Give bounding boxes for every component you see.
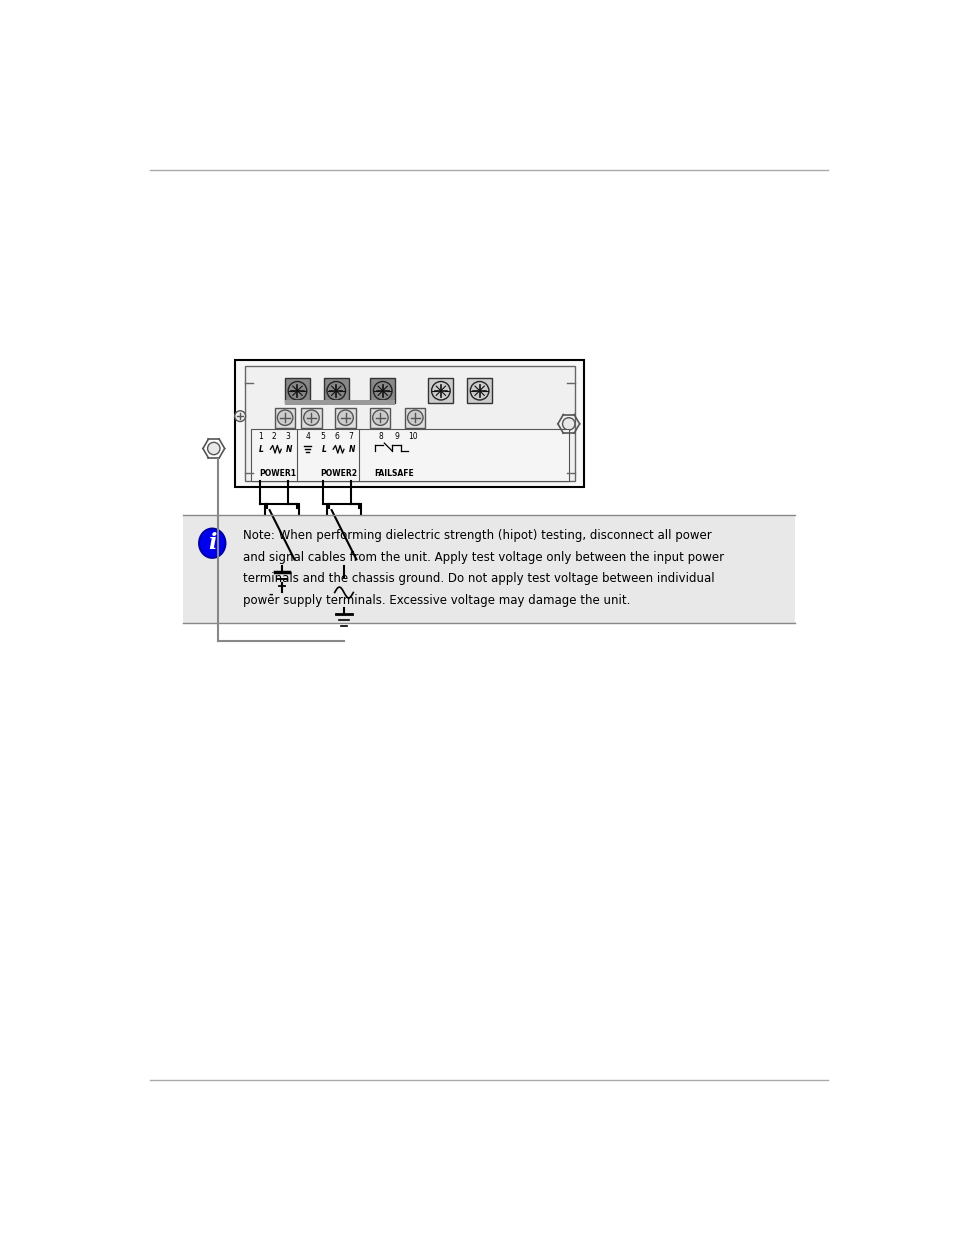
- Text: N: N: [286, 445, 292, 453]
- Circle shape: [234, 411, 245, 421]
- Bar: [285, 400, 395, 405]
- Circle shape: [328, 577, 359, 608]
- Ellipse shape: [199, 529, 225, 558]
- Bar: [274, 408, 294, 427]
- Bar: [245, 366, 575, 480]
- Text: 2: 2: [272, 432, 276, 441]
- Circle shape: [431, 382, 450, 400]
- Text: N: N: [348, 445, 355, 453]
- Text: 8: 8: [377, 432, 382, 441]
- Circle shape: [327, 382, 345, 400]
- Text: 10: 10: [408, 432, 417, 441]
- Bar: [183, 515, 794, 624]
- Circle shape: [562, 417, 575, 430]
- Text: 5: 5: [320, 432, 325, 441]
- Text: POWER1: POWER1: [259, 468, 296, 478]
- Circle shape: [470, 382, 488, 400]
- Circle shape: [288, 382, 307, 400]
- Text: FAILSAFE: FAILSAFE: [375, 468, 414, 478]
- Bar: [235, 359, 583, 487]
- Bar: [301, 408, 321, 427]
- Bar: [405, 408, 425, 427]
- Text: -: -: [268, 590, 273, 600]
- Text: 6: 6: [335, 432, 339, 441]
- Text: POWER2: POWER2: [320, 468, 356, 478]
- Text: Note: When performing dielectric strength (hipot) testing, disconnect all power: Note: When performing dielectric strengt…: [243, 530, 711, 542]
- Text: 3: 3: [286, 432, 291, 441]
- Bar: [251, 430, 568, 480]
- Text: terminals and the chassis ground. Do not apply test voltage between individual: terminals and the chassis ground. Do not…: [243, 573, 714, 585]
- Text: 4: 4: [305, 432, 310, 441]
- Text: 1: 1: [257, 432, 262, 441]
- Text: L: L: [258, 445, 263, 453]
- Bar: [370, 378, 395, 403]
- Bar: [467, 378, 492, 403]
- Bar: [323, 378, 348, 403]
- Bar: [327, 504, 360, 566]
- Bar: [428, 378, 453, 403]
- Circle shape: [277, 410, 293, 425]
- Bar: [370, 408, 390, 427]
- Text: i: i: [208, 532, 216, 555]
- Circle shape: [407, 410, 422, 425]
- Circle shape: [373, 382, 392, 400]
- Bar: [265, 504, 298, 566]
- Text: L: L: [321, 445, 326, 453]
- Circle shape: [303, 410, 319, 425]
- Text: 7: 7: [348, 432, 353, 441]
- Bar: [285, 378, 310, 403]
- Circle shape: [373, 410, 388, 425]
- Bar: [335, 408, 355, 427]
- Text: power supply terminals. Excessive voltage may damage the unit.: power supply terminals. Excessive voltag…: [243, 594, 630, 608]
- Circle shape: [337, 410, 353, 425]
- Text: and signal cables from the unit. Apply test voltage only between the input power: and signal cables from the unit. Apply t…: [243, 551, 723, 564]
- Circle shape: [208, 442, 220, 454]
- Text: 9: 9: [394, 432, 398, 441]
